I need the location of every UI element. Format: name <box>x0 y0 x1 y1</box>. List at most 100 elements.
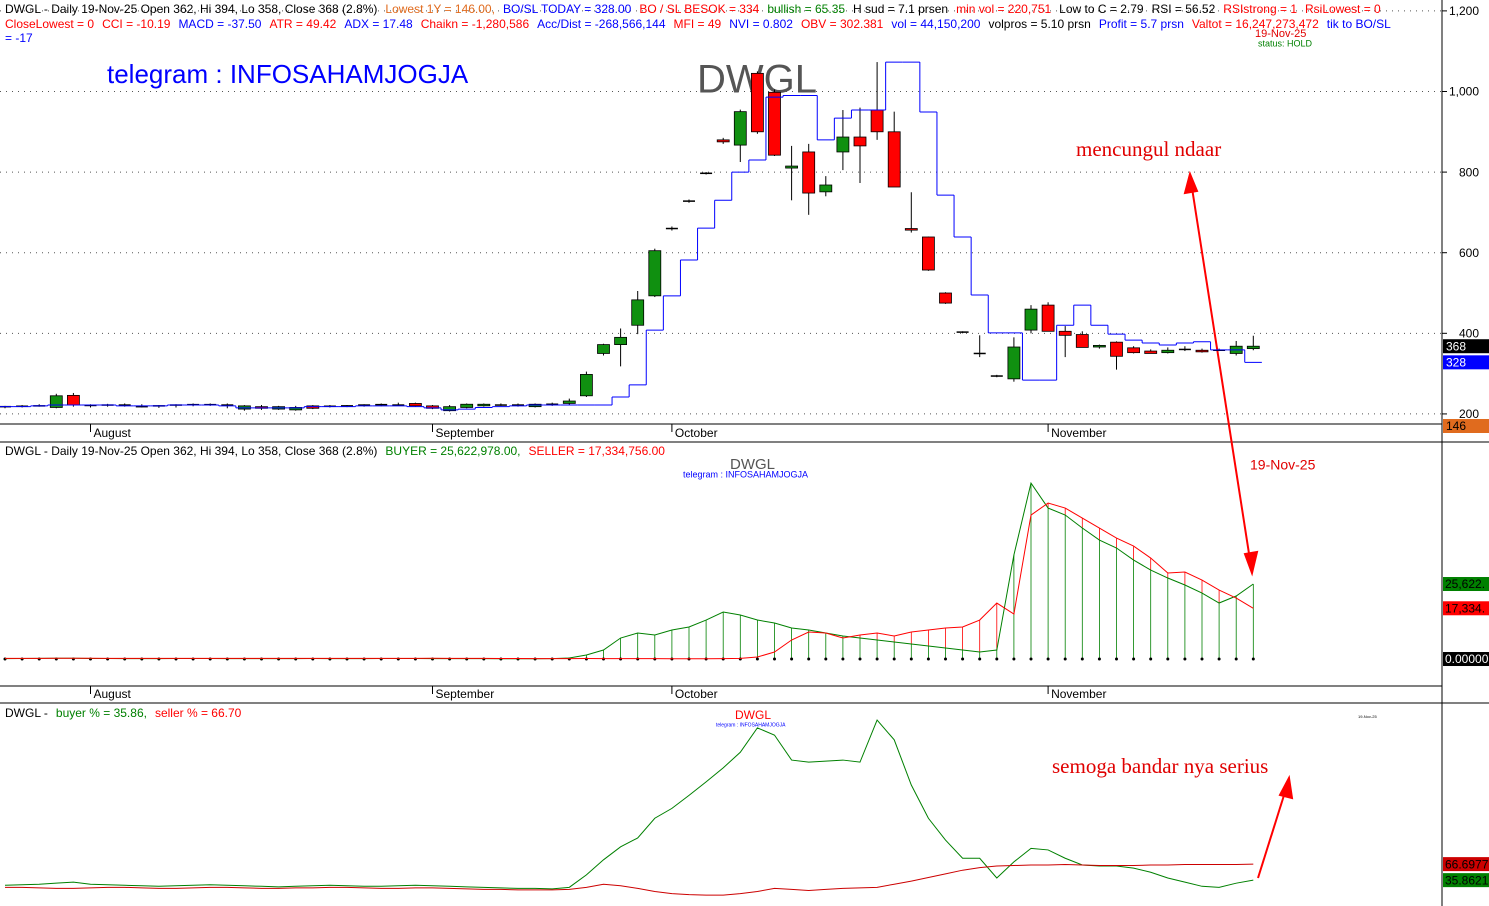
value-label: 35.8621 <box>1445 873 1489 887</box>
candle-body <box>1144 350 1158 354</box>
x-tick-label: October <box>675 426 718 440</box>
header-item: min vol = 220,751 <box>956 2 1051 16</box>
candle-body <box>1075 334 1089 348</box>
candle-body <box>49 395 63 408</box>
y-tick-box <box>1443 652 1489 667</box>
annotation: mencungul ndaar <box>1076 137 1221 161</box>
status: status: HOLD <box>1258 38 1313 48</box>
status-date: 19-Nov-25 <box>1255 28 1306 40</box>
baseline-dot <box>1234 657 1238 661</box>
x-tick-label: October <box>675 687 718 701</box>
header-item: Acc/Dist = -268,566,144 <box>537 17 666 31</box>
header-item: BO/SL TODAY = 328.00 <box>503 2 632 16</box>
baseline-dot <box>995 657 999 661</box>
candle-body <box>614 336 627 346</box>
value-label-box <box>1443 339 1489 354</box>
annotation: semoga bandar nya serius <box>1052 754 1268 778</box>
baseline-dot <box>875 657 879 661</box>
watermark-symbol: DWGL <box>730 456 775 473</box>
header-item: CloseLowest = 0 <box>5 17 94 31</box>
header-item: DWGL - Daily 19-Nov-25 Open 362, Hi 394,… <box>5 444 377 458</box>
header-item: buyer % = 35.86, <box>56 706 147 720</box>
candle-body <box>1246 345 1260 350</box>
series-line <box>4 719 1254 890</box>
baseline-dot <box>1132 657 1136 661</box>
header-item: BO / SL BESOK = 334 <box>639 2 759 16</box>
y-tick-label: 0.00000 <box>1445 652 1489 666</box>
candle-body <box>733 111 747 146</box>
header-item: volpros = 5.10 prsn <box>988 17 1090 31</box>
stamp: 19-Nov-25 <box>1358 714 1377 719</box>
candle-body <box>819 184 833 193</box>
baseline-dot <box>1115 657 1118 661</box>
x-tick-label: September <box>436 426 495 440</box>
candle-body <box>443 406 457 412</box>
baseline-dot <box>1217 657 1221 661</box>
header-item: Profit = 5.7 prsn <box>1099 17 1184 31</box>
value-label-box <box>1443 419 1489 433</box>
candle-body <box>631 299 645 326</box>
candle-body <box>785 165 798 169</box>
value-label: 368 <box>1446 339 1466 353</box>
y-tick-label: 1,200 <box>1449 4 1479 18</box>
series-line <box>5 863 1254 896</box>
header-line: = -17 <box>5 31 33 45</box>
baseline-dot <box>824 657 828 661</box>
baseline-dot <box>841 657 845 661</box>
y-tick-label: 600 <box>1459 246 1479 260</box>
header-item: seller % = 66.70 <box>155 706 242 720</box>
baseline-dot <box>858 657 862 661</box>
candle-body <box>1024 308 1038 331</box>
baseline-dot <box>1251 657 1255 661</box>
header-item: Low to C = 2.79 <box>1059 2 1144 16</box>
value-label: 66.6977 <box>1445 857 1489 871</box>
baseline-dot <box>1063 657 1067 661</box>
baseline-dot <box>892 657 896 661</box>
value-label-box <box>1443 577 1489 592</box>
candle-body <box>716 139 730 143</box>
value-label-box <box>1443 601 1489 616</box>
header-item: tik to BO/SL <box>1327 17 1391 31</box>
header-line: DWGL - buyer % = 35.86, seller % = 66.70 <box>5 706 242 720</box>
candle-body <box>648 250 662 297</box>
candle-body <box>1110 341 1123 357</box>
value-label: 17,334. <box>1445 601 1485 615</box>
header-item: BUYER = 25,622,978.00, <box>385 444 520 458</box>
header-item: ADX = 17.48 <box>344 17 413 31</box>
watermark-telegram: telegram : INFOSAHAMJOGJA <box>716 722 786 728</box>
y-tick-label: 800 <box>1459 165 1479 179</box>
header-line: DWGL - Daily 19-Nov-25 Open 362, Hi 394,… <box>5 444 665 458</box>
candle-body <box>922 236 935 271</box>
baseline-dot <box>978 657 982 661</box>
header-item: NVI = 0.802 <box>729 17 793 31</box>
arrow <box>1257 774 1294 879</box>
candle-body <box>1093 345 1106 348</box>
annotation: 19-Nov-25 <box>1250 457 1316 473</box>
header-item: RsiLowest = 0 <box>1305 2 1381 16</box>
candle-body <box>580 374 593 397</box>
candle-body <box>887 131 901 188</box>
header-item: RSIstrong = 1 <box>1223 2 1297 16</box>
candle-body <box>836 136 850 153</box>
header-item: CCI = -10.19 <box>102 17 171 31</box>
baseline-dot <box>1029 657 1033 661</box>
baseline-dot <box>1097 657 1101 661</box>
candle-body <box>1058 330 1072 336</box>
header-item: Chaikn = -1,280,586 <box>421 17 530 31</box>
baseline-dot <box>909 657 913 661</box>
header-item: MACD = -37.50 <box>178 17 261 31</box>
x-tick-label: November <box>1051 426 1106 440</box>
baseline-dot <box>1166 657 1170 661</box>
candle-body <box>67 394 80 406</box>
baseline-dot <box>790 657 794 661</box>
candle-body <box>460 403 474 408</box>
candle-body <box>904 228 918 231</box>
candle-body <box>477 403 491 407</box>
arrow <box>1183 170 1259 577</box>
header-item: = -17 <box>5 31 33 45</box>
header-item: H sud = 7.1 prsen <box>853 2 948 16</box>
candle-body <box>751 72 764 133</box>
